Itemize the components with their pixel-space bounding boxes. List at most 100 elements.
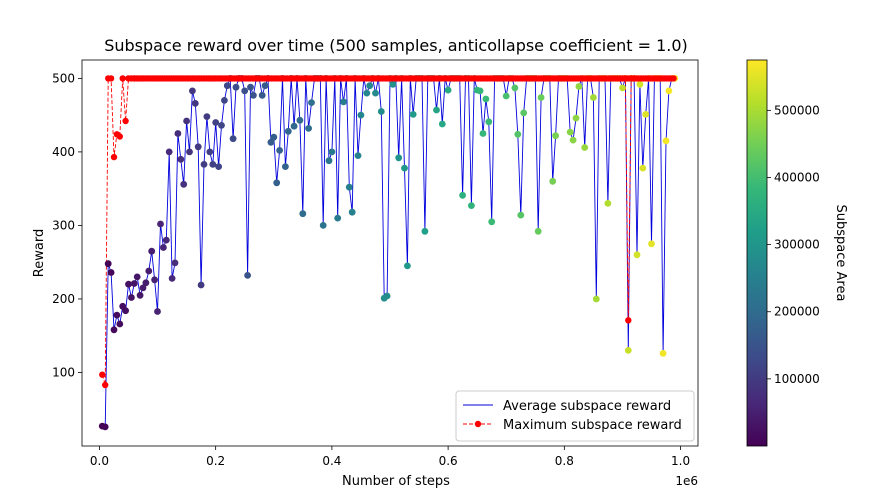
average-reward-point [290, 122, 298, 130]
average-reward-point [377, 108, 385, 115]
average-reward-point [241, 87, 249, 95]
maximum-reward-point [625, 317, 632, 324]
average-reward-point [639, 164, 647, 172]
average-reward-point [299, 210, 307, 218]
average-reward-point [284, 127, 292, 135]
average-reward-point [247, 83, 254, 91]
average-reward-point [319, 222, 327, 229]
average-reward-point [122, 307, 129, 315]
average-reward-point [517, 211, 525, 219]
colorbar-tick-label: 500000 [774, 103, 820, 117]
average-reward-point [107, 269, 115, 276]
average-reward-point [624, 347, 632, 354]
average-reward-point [633, 251, 641, 259]
average-reward-point [189, 87, 196, 95]
average-reward-point [154, 308, 161, 315]
average-reward-point [363, 89, 371, 97]
colorbar-tick-label: 400000 [774, 170, 820, 184]
average-reward-point [468, 202, 475, 210]
plot-frame [81, 59, 699, 447]
average-reward-point [404, 262, 411, 270]
x-axis-label: Number of steps [342, 474, 450, 489]
colorbar-tick-label: 200000 [774, 305, 820, 319]
average-reward-point [273, 179, 281, 187]
x-tick-label: 0.2 [206, 454, 225, 468]
average-reward-point [276, 147, 283, 154]
colorbar-tick-label: 300000 [774, 238, 820, 252]
average-reward-point [421, 227, 429, 235]
maximum-reward-point [670, 75, 677, 82]
average-reward-point [174, 130, 182, 137]
average-reward-point [223, 82, 231, 90]
maximum-reward-point [119, 75, 126, 82]
average-reward-point [221, 97, 228, 104]
average-reward-point [305, 124, 312, 132]
average-reward-point [409, 111, 417, 118]
x-tick-label: 1.0 [671, 454, 690, 468]
average-reward-point [157, 220, 164, 228]
average-reward-point [665, 87, 673, 95]
average-reward-point [514, 130, 522, 138]
average-reward-point [354, 152, 362, 160]
average-reward-point [197, 281, 205, 289]
average-reward-point [590, 94, 597, 101]
average-reward-point [116, 320, 124, 328]
y-tick-label: 100 [52, 365, 75, 379]
average-reward-point [125, 280, 132, 288]
x-tick-label: 0.8 [555, 454, 574, 468]
y-tick-label: 400 [52, 145, 75, 159]
average-reward-point [575, 83, 583, 90]
average-reward-point [232, 83, 240, 91]
average-reward-point [145, 267, 153, 275]
average-reward-point [502, 92, 510, 100]
average-reward-point [206, 148, 214, 156]
maximum-reward-point [102, 381, 109, 389]
average-reward-point [648, 240, 655, 248]
average-reward-point [334, 214, 342, 222]
average-reward-point [142, 279, 150, 287]
maximum-reward-point [110, 153, 118, 161]
average-reward-point [209, 161, 217, 168]
average-reward-point [569, 136, 577, 144]
average-reward-point [482, 95, 490, 103]
average-reward-point [168, 275, 176, 282]
average-reward-point [160, 244, 167, 251]
maximum-reward-point [116, 133, 124, 140]
average-reward-point [581, 144, 589, 151]
average-reward-point [383, 292, 391, 300]
average-reward-point [186, 148, 193, 156]
average-reward-point [110, 326, 118, 334]
average-reward-point [520, 109, 528, 117]
average-reward-point [215, 163, 223, 171]
average-reward-point [325, 157, 333, 165]
average-reward-point [372, 89, 379, 97]
average-reward-point [395, 154, 403, 162]
average-reward-point [104, 260, 112, 268]
average-reward-point [139, 284, 147, 292]
average-reward-point [162, 236, 170, 244]
average-reward-point [511, 84, 519, 92]
average-reward-point [348, 208, 356, 216]
average-reward-point [136, 291, 144, 299]
chart-title: Subspace reward over time (500 samples, … [104, 36, 688, 55]
average-reward-point [662, 137, 670, 145]
average-reward-point [444, 86, 452, 94]
x-tick-label: 0.0 [90, 454, 109, 468]
average-reward-point [476, 87, 484, 95]
average-reward-point [282, 163, 289, 171]
average-reward-point [636, 80, 644, 88]
average-reward-point [389, 80, 397, 88]
average-reward-point [296, 116, 304, 124]
legend-maximum-marker [474, 420, 482, 428]
average-reward-point [488, 218, 496, 226]
y-axis-label: Reward [32, 229, 47, 277]
average-reward-point [165, 148, 173, 156]
average-reward-point [191, 100, 199, 107]
colorbar-label: Subspace Area [833, 205, 848, 302]
average-reward-point [479, 130, 487, 137]
x-axis-offset-label: 1e6 [675, 474, 698, 488]
legend: Average subspace reward Maximum subspace… [455, 390, 695, 442]
average-reward-point [133, 273, 141, 281]
